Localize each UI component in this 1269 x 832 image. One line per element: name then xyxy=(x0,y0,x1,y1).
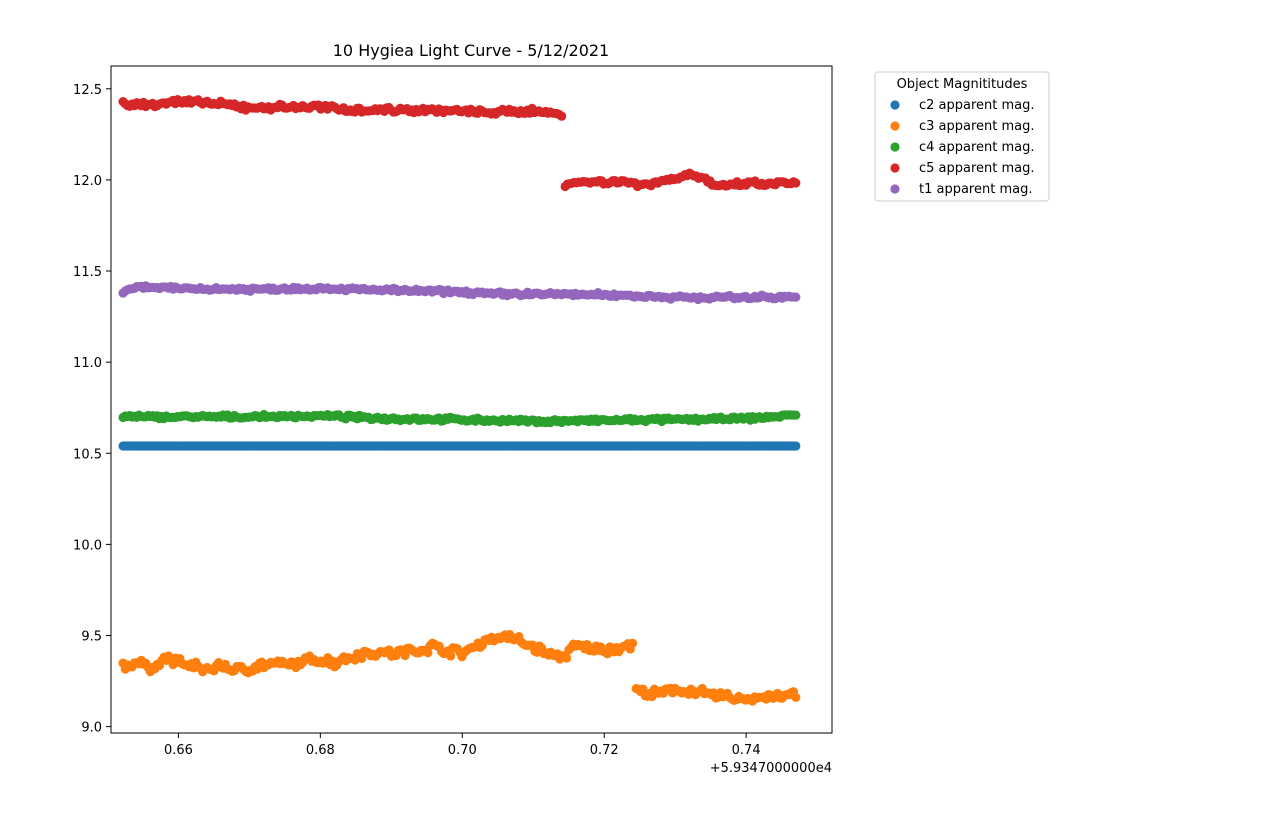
legend-label: c5 apparent mag. xyxy=(919,161,1035,176)
data-point xyxy=(446,651,456,661)
series-2 xyxy=(118,409,801,428)
data-point xyxy=(557,111,567,121)
data-point xyxy=(791,441,801,451)
series-0 xyxy=(118,441,801,451)
y-tick-label: 12.5 xyxy=(73,83,102,98)
data-point xyxy=(562,653,572,663)
data-point xyxy=(791,292,801,302)
x-axis-ticks: 0.66 0.68 0.70 0.72 0.74 xyxy=(164,733,761,758)
y-axis-ticks: 9.0 9.5 10.0 10.5 11.0 11.5 12.0 12.5 xyxy=(73,83,111,736)
series-3 xyxy=(118,95,801,192)
x-tick-label: 0.72 xyxy=(590,743,619,758)
data-point xyxy=(400,650,410,661)
scatter-points-layer xyxy=(118,95,801,706)
y-tick-label: 11.0 xyxy=(73,356,102,371)
legend-label: c4 apparent mag. xyxy=(919,140,1035,155)
y-tick-label: 9.5 xyxy=(81,630,102,645)
y-tick-label: 10.5 xyxy=(73,447,102,462)
legend-label: t1 apparent mag. xyxy=(919,182,1032,197)
legend-items: c2 apparent mag. c3 apparent mag. c4 appar… xyxy=(890,98,1035,197)
legend-label: c3 apparent mag. xyxy=(919,119,1035,134)
axes-frame xyxy=(110,65,833,734)
x-tick-label: 0.70 xyxy=(448,743,477,758)
legend-marker xyxy=(890,100,900,110)
legend-label: c2 apparent mag. xyxy=(919,98,1035,113)
legend-box xyxy=(874,71,1050,202)
x-tick-label: 0.68 xyxy=(306,743,335,758)
data-point xyxy=(627,638,638,648)
y-tick-label: 9.0 xyxy=(81,721,102,736)
x-axis-offset-label: +5.9347000000e4 xyxy=(710,761,832,776)
chart-title: 10 Hygiea Light Curve - 5/12/2021 xyxy=(333,41,609,60)
legend-marker xyxy=(890,142,900,152)
data-point xyxy=(791,410,801,420)
series-1 xyxy=(118,629,801,706)
y-tick-label: 11.5 xyxy=(73,265,102,280)
data-point xyxy=(423,648,433,658)
x-tick-label: 0.74 xyxy=(732,743,761,758)
legend-marker xyxy=(890,121,900,131)
legend-marker xyxy=(890,163,900,173)
legend: Object Magnititudes c2 apparent mag. c3 a… xyxy=(874,71,1050,202)
series-4 xyxy=(118,281,801,305)
legend-marker xyxy=(890,184,900,194)
legend-title: Object Magnititudes xyxy=(897,77,1028,92)
x-tick-label: 0.66 xyxy=(164,743,193,758)
data-point xyxy=(791,178,801,188)
data-point xyxy=(791,692,801,703)
y-tick-label: 12.0 xyxy=(73,174,102,189)
data-point xyxy=(357,653,367,663)
y-tick-label: 10.0 xyxy=(73,538,102,553)
